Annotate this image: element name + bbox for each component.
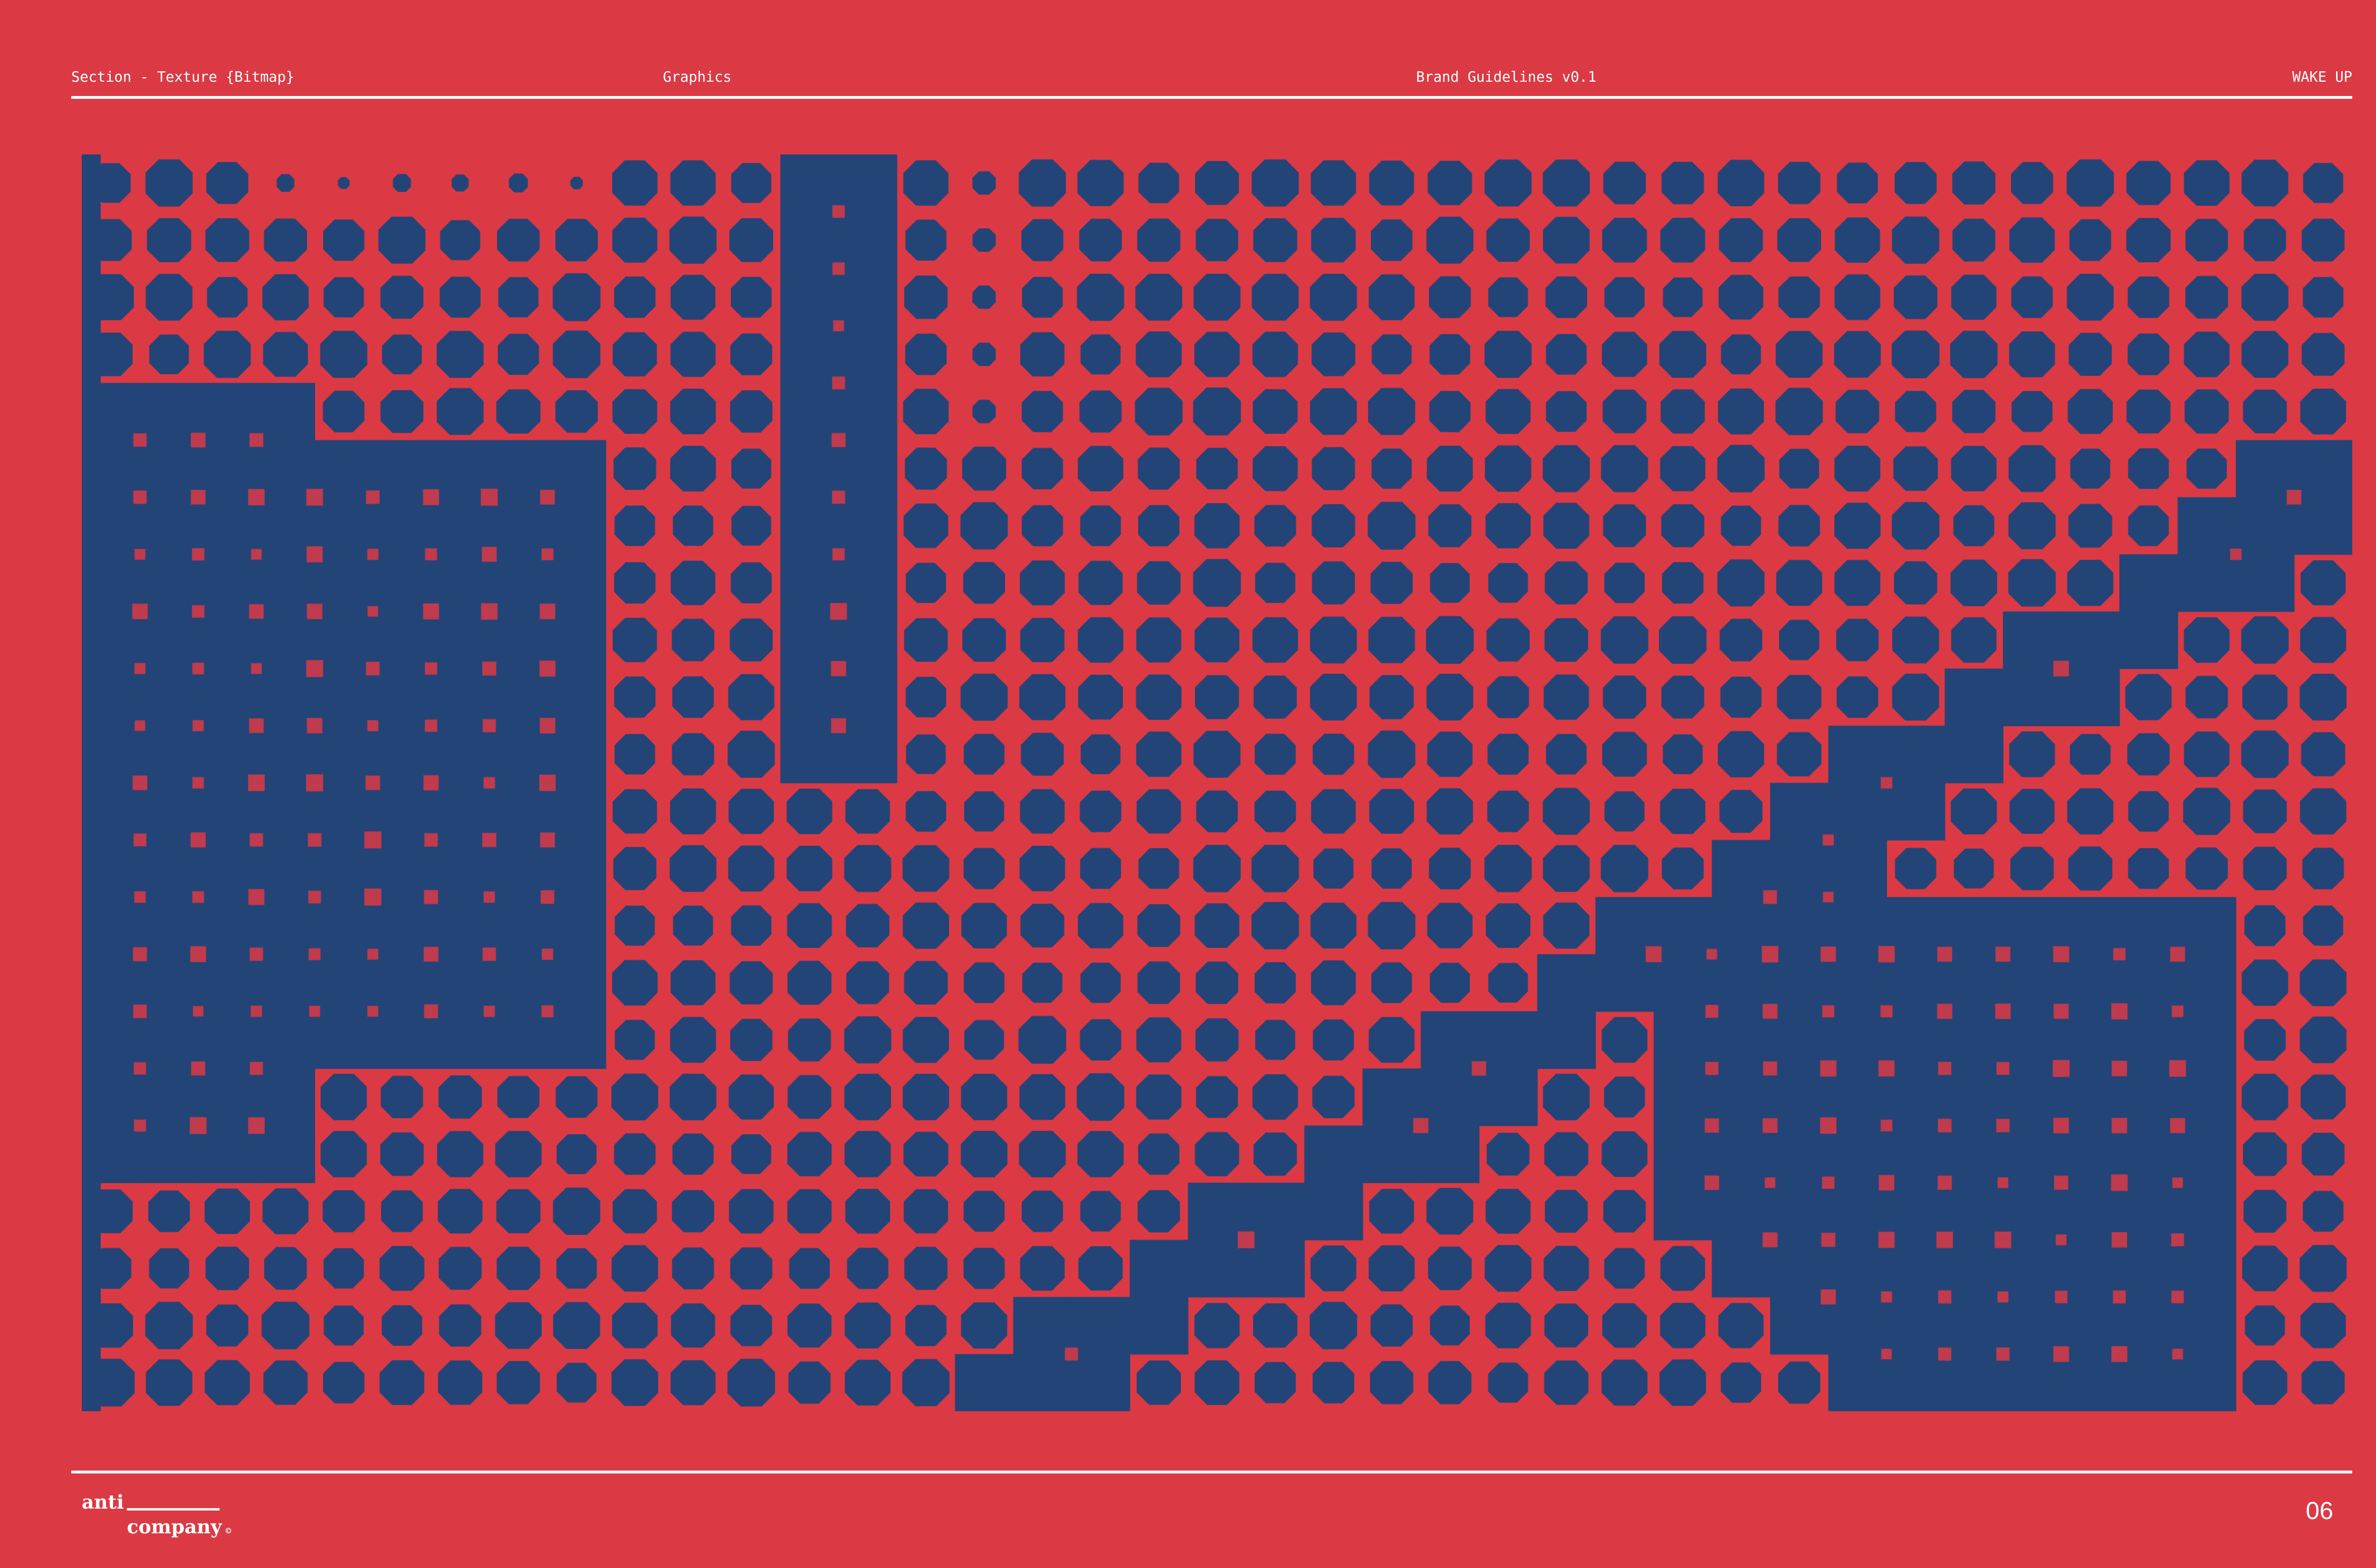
header-category: Graphics [663, 69, 732, 86]
logo-copyright-mark: © [224, 1526, 232, 1535]
logo-bar [127, 1508, 220, 1511]
header-section: Section - Texture {Bitmap} [71, 69, 295, 86]
header-campaign: WAKE UP [2292, 69, 2352, 86]
bitmap-texture-graphic [82, 154, 2352, 1411]
logo-line2: company [127, 1516, 222, 1538]
logo-line1: anti [82, 1491, 124, 1513]
logo-line2-row: company © [127, 1516, 232, 1542]
anticompany-logo: anti company © [82, 1492, 253, 1544]
header-document: Brand Guidelines v0.1 [1416, 69, 1597, 86]
header-divider [71, 96, 2352, 99]
footer-divider [71, 1471, 2352, 1473]
page-number: 06 [2306, 1497, 2333, 1525]
